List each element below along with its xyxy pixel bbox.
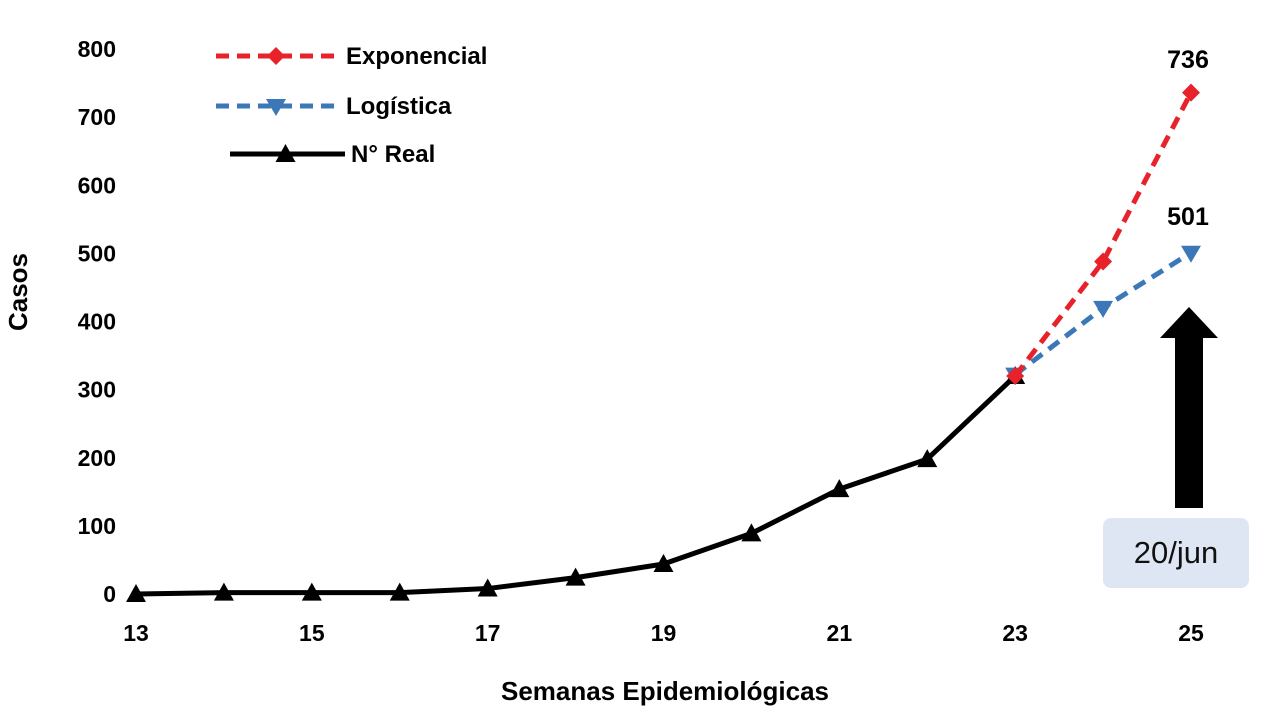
data-point: [213, 582, 234, 601]
label-logistica-end: 501: [1167, 203, 1209, 231]
y-tick-label: 200: [78, 445, 116, 471]
arrow-layer: [1160, 307, 1218, 508]
series-layer: [126, 83, 1201, 602]
y-tick-label: 500: [78, 240, 116, 266]
legend-marker: [266, 99, 286, 116]
data-point: [1006, 367, 1025, 385]
arrow-head: [1160, 307, 1218, 338]
x-tick-label: 17: [475, 620, 501, 646]
data-labels: 736 501: [1167, 46, 1209, 231]
data-point: [477, 578, 498, 597]
data-point: [1094, 252, 1113, 271]
data-point: [389, 582, 410, 601]
y-tick-label: 300: [78, 377, 116, 403]
y-tick-label: 600: [78, 172, 116, 198]
legend-label: Exponencial: [346, 43, 487, 70]
y-tick-label: 800: [78, 36, 116, 62]
data-point: [653, 554, 674, 573]
x-tick-label: 13: [123, 620, 149, 646]
legend-marker: [267, 47, 285, 65]
y-tick-label: 400: [78, 309, 116, 335]
data-point: [1093, 300, 1114, 318]
legend: Exponencial Logística N° Real: [216, 43, 487, 168]
legend-label: Logística: [346, 93, 452, 120]
data-point: [741, 523, 762, 542]
data-point: [301, 582, 322, 601]
data-point: [1182, 83, 1200, 102]
x-tick-label: 23: [1002, 620, 1028, 646]
series-line-0: [1013, 91, 1194, 378]
data-point: [1181, 245, 1201, 263]
legend-marker: [275, 144, 296, 162]
data-point: [565, 567, 586, 586]
label-exponencial-end: 736: [1167, 46, 1209, 74]
y-axis-title: Casos: [3, 253, 33, 331]
series-line-2: [135, 374, 1017, 597]
arrow-shaft: [1175, 336, 1203, 508]
x-tick-label: 19: [651, 620, 677, 646]
data-point: [917, 449, 938, 468]
y-tick-label: 0: [103, 581, 116, 607]
data-point: [126, 584, 146, 602]
date-annotation-text: 20/jun: [1133, 535, 1219, 570]
data-point: [829, 479, 850, 498]
axes: 0 100 200 300 400 500 600 700 800 13 15 17 19 21 23 25: [78, 36, 1204, 646]
y-tick-label: 700: [78, 104, 116, 130]
x-axis-title: Semanas Epidemiológicas: [501, 676, 829, 706]
y-tick-label: 100: [78, 513, 116, 539]
x-tick-label: 15: [299, 620, 325, 646]
legend-label: N° Real: [351, 141, 435, 168]
date-annotation-box: 20/jun: [1103, 518, 1249, 588]
x-tick-label: 21: [827, 620, 853, 646]
x-tick-label: 25: [1178, 620, 1204, 646]
